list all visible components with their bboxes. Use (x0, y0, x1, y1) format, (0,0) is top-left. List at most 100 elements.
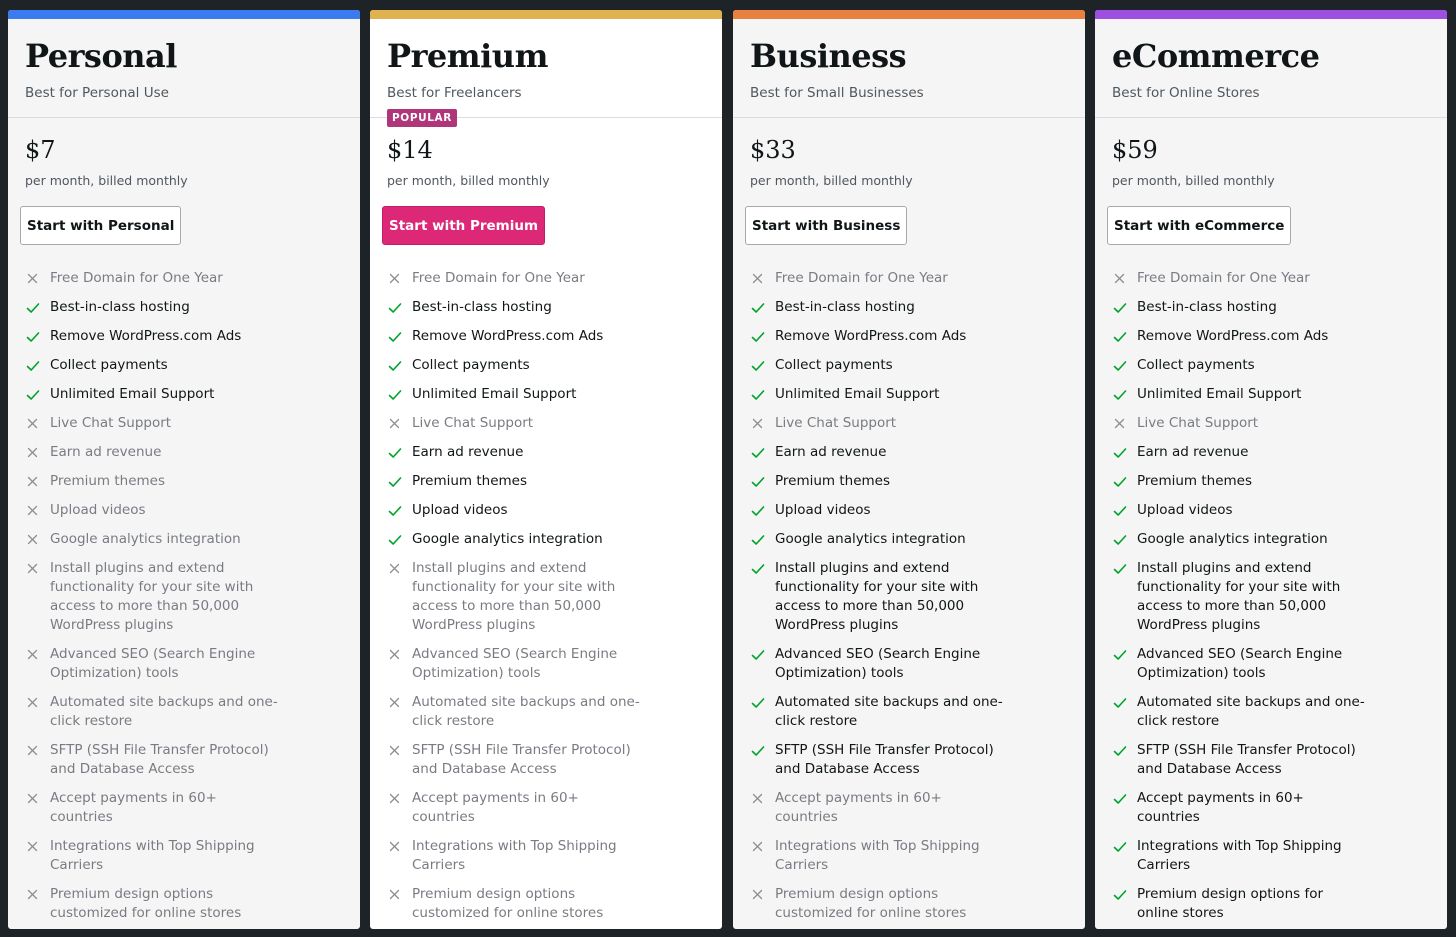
billing-note: per month, billed monthly (750, 173, 913, 188)
feature-item: Integrations with Top Shipping Carriers (1112, 837, 1367, 875)
check-icon (387, 356, 403, 375)
cross-icon (1112, 414, 1128, 433)
check-icon (387, 530, 403, 549)
start-personal-button[interactable]: Start with Personal (20, 206, 182, 245)
feature-item: Live Chat Support (387, 414, 642, 433)
plan-name: Business (750, 37, 907, 75)
divider (370, 117, 722, 118)
check-icon (387, 327, 403, 346)
feature-text: SFTP (SSH File Transfer Protocol) and Da… (412, 742, 631, 777)
feature-text: Collect payments (775, 357, 893, 373)
check-icon (750, 741, 766, 760)
feature-text: Automated site backups and one-click res… (412, 694, 640, 729)
feature-item: SFTP (SSH File Transfer Protocol) and Da… (25, 741, 280, 779)
feature-text: SFTP (SSH File Transfer Protocol) and Da… (50, 742, 269, 777)
feature-item: Earn ad revenue (750, 443, 1005, 462)
feature-text: Accept payments in 60+ countries (412, 790, 579, 825)
feature-text: Remove WordPress.com Ads (412, 328, 604, 344)
price-block: $59 per month, billed monthly (1095, 118, 1447, 188)
feature-item: Remove WordPress.com Ads (387, 327, 642, 346)
feature-text: Remove WordPress.com Ads (1137, 328, 1329, 344)
check-icon (25, 385, 41, 404)
check-icon (1112, 741, 1128, 760)
feature-text: Best-in-class hosting (1137, 299, 1277, 315)
feature-item: Unlimited Email Support (750, 385, 1005, 404)
plan-header: Personal Best for Personal Use (8, 19, 360, 117)
feature-text: Integrations with Top Shipping Carriers (1137, 838, 1342, 873)
feature-text: Unlimited Email Support (412, 386, 577, 402)
start-ecommerce-button[interactable]: Start with eCommerce (1107, 206, 1292, 245)
feature-item: SFTP (SSH File Transfer Protocol) and Da… (387, 741, 642, 779)
plan-card-personal: Personal Best for Personal Use $7 per mo… (8, 10, 360, 929)
cross-icon (1112, 269, 1128, 288)
feature-item: Collect payments (1112, 356, 1367, 375)
feature-text: Install plugins and extend functionality… (775, 560, 979, 633)
feature-item: Install plugins and extend functionality… (25, 559, 280, 635)
cross-icon (387, 414, 403, 433)
feature-text: Upload videos (775, 502, 871, 518)
start-business-button[interactable]: Start with Business (745, 206, 908, 245)
feature-text: Live Chat Support (1137, 415, 1259, 431)
feature-item: Premium themes (387, 472, 642, 491)
plan-tagline: Best for Freelancers (387, 85, 522, 101)
check-icon (1112, 789, 1128, 808)
plan-tagline: Best for Personal Use (25, 85, 169, 101)
feature-text: Premium themes (50, 473, 166, 489)
feature-text: Automated site backups and one-click res… (1137, 694, 1365, 729)
plan-price: $7 (25, 136, 56, 164)
cross-icon (25, 837, 41, 856)
feature-text: Best-in-class hosting (775, 299, 915, 315)
feature-text: Install plugins and extend functionality… (412, 560, 616, 633)
cross-icon (750, 269, 766, 288)
feature-item: Install plugins and extend functionality… (387, 559, 642, 635)
check-icon (1112, 885, 1128, 904)
check-icon (1112, 385, 1128, 404)
feature-text: Premium themes (775, 473, 891, 489)
feature-item: Collect payments (387, 356, 642, 375)
cross-icon (25, 789, 41, 808)
feature-text: Upload videos (412, 502, 508, 518)
feature-text: Collect payments (1137, 357, 1255, 373)
check-icon (387, 443, 403, 462)
plan-tagline: Best for Small Businesses (750, 85, 924, 101)
feature-text: Best-in-class hosting (50, 299, 190, 315)
start-premium-button[interactable]: Start with Premium (382, 206, 546, 245)
feature-item: Live Chat Support (1112, 414, 1367, 433)
feature-item: Google analytics integration (25, 530, 280, 549)
divider (8, 117, 360, 118)
cross-icon (25, 645, 41, 664)
feature-text: Install plugins and extend functionality… (50, 560, 254, 633)
feature-text: SFTP (SSH File Transfer Protocol) and Da… (1137, 742, 1356, 777)
cross-icon (387, 885, 403, 904)
feature-item: Premium themes (1112, 472, 1367, 491)
cross-icon (750, 885, 766, 904)
plan-card-business: Business Best for Small Businesses $33 p… (733, 10, 1085, 929)
feature-text: Google analytics integration (412, 531, 603, 547)
plan-name: Premium (387, 37, 548, 75)
plan-header: Business Best for Small Businesses (733, 19, 1085, 117)
cross-icon (25, 530, 41, 549)
check-icon (750, 693, 766, 712)
check-icon (750, 501, 766, 520)
feature-item: Install plugins and extend functionality… (1112, 559, 1367, 635)
check-icon (1112, 693, 1128, 712)
check-icon (1112, 443, 1128, 462)
feature-item: Accept payments in 60+ countries (25, 789, 280, 827)
plan-price: $59 (1112, 136, 1158, 164)
price-block: $7 per month, billed monthly (8, 118, 360, 188)
feature-item: Accept payments in 60+ countries (750, 789, 1005, 827)
check-icon (750, 472, 766, 491)
feature-text: Google analytics integration (50, 531, 241, 547)
feature-item: Free Domain for One Year (1112, 269, 1367, 288)
billing-note: per month, billed monthly (1112, 173, 1275, 188)
cross-icon (750, 837, 766, 856)
feature-text: Automated site backups and one-click res… (50, 694, 278, 729)
feature-item: Upload videos (750, 501, 1005, 520)
plan-price: $14 (387, 136, 433, 164)
feature-item: Advanced SEO (Search Engine Optimization… (25, 645, 280, 683)
feature-text: Earn ad revenue (50, 444, 162, 460)
price-block: $14 per month, billed monthly (370, 118, 722, 188)
feature-item: Automated site backups and one-click res… (25, 693, 280, 731)
feature-text: Upload videos (50, 502, 146, 518)
plan-accent-bar (8, 10, 360, 19)
